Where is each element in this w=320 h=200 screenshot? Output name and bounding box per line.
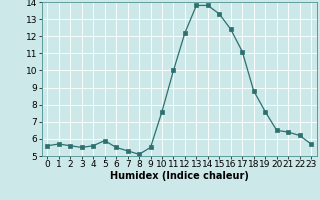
X-axis label: Humidex (Indice chaleur): Humidex (Indice chaleur)	[110, 171, 249, 181]
